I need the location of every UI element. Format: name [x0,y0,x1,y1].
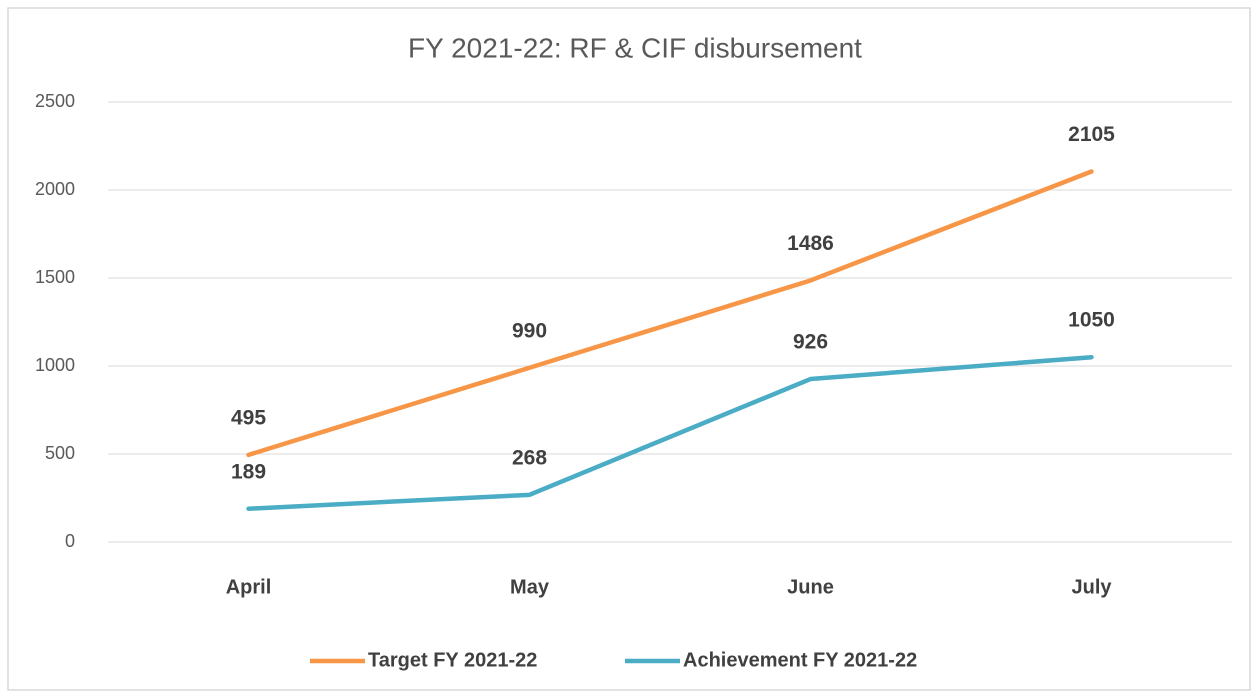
x-tick-label: April [226,576,272,598]
legend-label: Achievement FY 2021-22 [683,649,917,671]
x-tick-label: June [787,576,834,598]
data-label: 1486 [787,232,834,255]
data-label: 1050 [1068,309,1115,332]
chart-border [7,7,1251,691]
data-label: 189 [231,460,266,483]
series-line [246,354,1094,511]
x-tick-label: May [510,576,550,598]
y-tick-label: 1000 [35,355,75,375]
data-label: 495 [231,406,266,429]
data-label: 268 [512,446,547,469]
legend-label: Target FY 2021-22 [368,649,537,671]
series-line [246,169,1094,458]
x-tick-label: July [1071,576,1112,598]
data-label: 926 [793,331,828,354]
y-tick-label: 2500 [35,91,75,111]
y-tick-label: 2000 [35,179,75,199]
y-tick-label: 0 [65,531,75,551]
y-tick-label: 500 [45,443,75,463]
data-label: 2105 [1068,123,1115,146]
y-tick-label: 1500 [35,267,75,287]
data-label: 990 [512,319,547,342]
chart-title: FY 2021-22: RF & CIF disbursement [408,32,862,63]
